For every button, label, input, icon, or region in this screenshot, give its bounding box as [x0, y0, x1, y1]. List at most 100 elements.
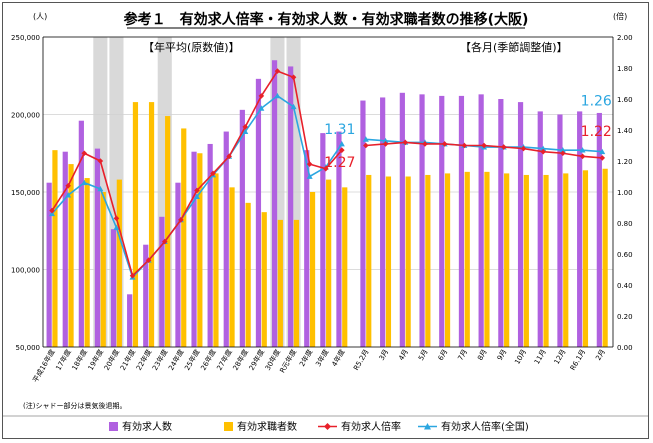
y-left-tick-label: 150,000 — [11, 189, 40, 197]
x-tick-label: R6.1月 — [569, 348, 587, 372]
bars-group — [46, 60, 608, 348]
x-tick-label: 4月 — [397, 348, 410, 362]
x-tick-label: 10月 — [513, 348, 528, 366]
bar-job-offers — [336, 131, 342, 347]
bar-job-offers — [191, 151, 197, 347]
value-annotation: 1.27 — [324, 155, 355, 171]
bar-job-offers — [207, 143, 213, 347]
osaka-ratio-point — [49, 207, 55, 214]
national-ratio-point — [258, 105, 265, 111]
bar-job-offers — [94, 148, 101, 347]
y-right-tick-label: 0.80 — [617, 220, 633, 228]
osaka-ratio-point — [274, 68, 281, 74]
national-ratio-point — [97, 185, 104, 192]
bar-job-seekers — [504, 173, 510, 347]
bar-job-seekers — [582, 170, 589, 347]
osaka-ratio-point — [579, 153, 586, 160]
bar-job-seekers — [293, 219, 300, 347]
osaka-ratio-point — [382, 141, 389, 147]
national-ratio-point — [362, 136, 369, 142]
value-annotation: 1.26 — [581, 94, 612, 110]
bar-job-seekers — [326, 179, 332, 347]
bar-job-offers — [46, 182, 52, 347]
bar-job-offers — [360, 100, 366, 347]
x-tick-label: 2年度 — [297, 348, 314, 368]
x-tick-label: 9月 — [496, 348, 509, 362]
osaka-ratio-point — [145, 257, 152, 263]
lines-group — [49, 68, 606, 280]
x-tick-label: 6月 — [437, 348, 450, 362]
bar-job-offers — [557, 114, 563, 347]
national-ratio-point — [290, 103, 297, 110]
y-right-tick-label: 0.00 — [617, 344, 633, 352]
national-ratio-point — [559, 147, 566, 153]
national-ratio-point — [274, 92, 281, 99]
x-tick-label: 7月 — [456, 348, 469, 362]
bar-job-seekers — [602, 168, 608, 347]
bar-job-offers — [498, 99, 504, 347]
osaka-ratio-point — [481, 142, 487, 149]
osaka-ratio-point — [97, 158, 104, 164]
osaka-ratio-point — [226, 153, 232, 160]
y-right-tick-label: 1.00 — [617, 189, 633, 197]
bar-job-seekers — [366, 174, 372, 347]
legend-label: 有効求人倍率 — [341, 420, 401, 433]
bar-job-offers — [239, 109, 245, 347]
osaka-ratio-point — [194, 187, 200, 194]
x-tick-label: 4年度 — [330, 348, 347, 368]
bar-job-seekers — [543, 174, 549, 347]
chart-title: 参考１ 有効求人倍率・有効求人数・有効求職者数の推移(大阪) — [124, 11, 529, 28]
osaka-ratio-point — [290, 74, 297, 81]
bar-job-seekers — [229, 187, 235, 347]
value-annotation: 1.22 — [581, 124, 612, 140]
footnote: (注)シャドー部分は景気後退期。 — [23, 401, 126, 410]
legend: 有効求人数 有効求職者数 有効求人倍率 有効求人倍率(全国) — [109, 420, 529, 433]
osaka-ratio-point — [306, 161, 313, 167]
osaka-ratio-point — [441, 141, 448, 147]
y-left-tick-label: 100,000 — [11, 267, 40, 275]
bar-job-seekers — [84, 178, 90, 347]
bar-job-offers — [175, 182, 181, 347]
bar-job-seekers — [277, 219, 283, 347]
y-right-tick-label: 1.40 — [617, 127, 633, 135]
national-ratio-point — [306, 173, 313, 179]
osaka-ratio-point — [178, 217, 184, 223]
national-ratio-point — [113, 224, 120, 231]
bar-job-seekers — [484, 171, 490, 347]
left-unit-label: (人) — [33, 12, 47, 21]
osaka-ratio-point — [322, 165, 329, 172]
legend-marker — [324, 423, 331, 430]
osaka-ratio-point — [540, 148, 546, 155]
osaka-ratio-point — [81, 150, 88, 157]
bar-job-seekers — [68, 164, 74, 347]
bar-job-seekers — [52, 150, 58, 347]
national-ratio-point — [65, 192, 72, 198]
right-unit-label: (倍) — [613, 11, 627, 21]
bar-job-seekers — [425, 174, 431, 347]
legend-label: 有効求人数 — [122, 420, 172, 433]
bar-job-offers — [159, 216, 165, 347]
national-ratio-point — [579, 147, 586, 153]
y-right-tick-labels: 0.00 0.20 0.40 0.60 0.80 1.00 1.20 1.40 1.60 1.80… — [617, 34, 633, 352]
chart-frame: 参考１ 有効求人倍率・有効求人数・有効求職者数の推移(大阪) (人) (倍) 【… — [2, 2, 649, 439]
bar-job-offers — [380, 97, 386, 347]
annotations-group: 1.31 1.27 1.26 1.22 — [324, 94, 612, 171]
osaka-ratio-point — [242, 124, 249, 130]
osaka-ratio-point — [161, 238, 168, 245]
legend-marker — [424, 423, 431, 430]
monthly-section-label: 【各月(季節調整値)】 — [460, 40, 568, 54]
bar-job-offers — [419, 94, 425, 347]
bar-job-seekers — [213, 173, 219, 347]
x-tick-label: 5月 — [417, 348, 430, 362]
legend-label: 有効求人倍率(全国) — [441, 420, 529, 433]
bar-job-offers — [304, 150, 310, 347]
bar-job-seekers — [165, 116, 171, 347]
x-tick-label: 11月 — [533, 348, 548, 366]
y-right-tick-label: 1.60 — [617, 96, 633, 104]
bar-job-seekers — [132, 102, 139, 347]
legend-label: 有効求職者数 — [237, 420, 297, 433]
national-ratio-point — [338, 140, 345, 147]
osaka-ratio-point — [599, 155, 606, 161]
osaka-ratio-point — [402, 139, 409, 146]
axes-group — [42, 36, 614, 348]
